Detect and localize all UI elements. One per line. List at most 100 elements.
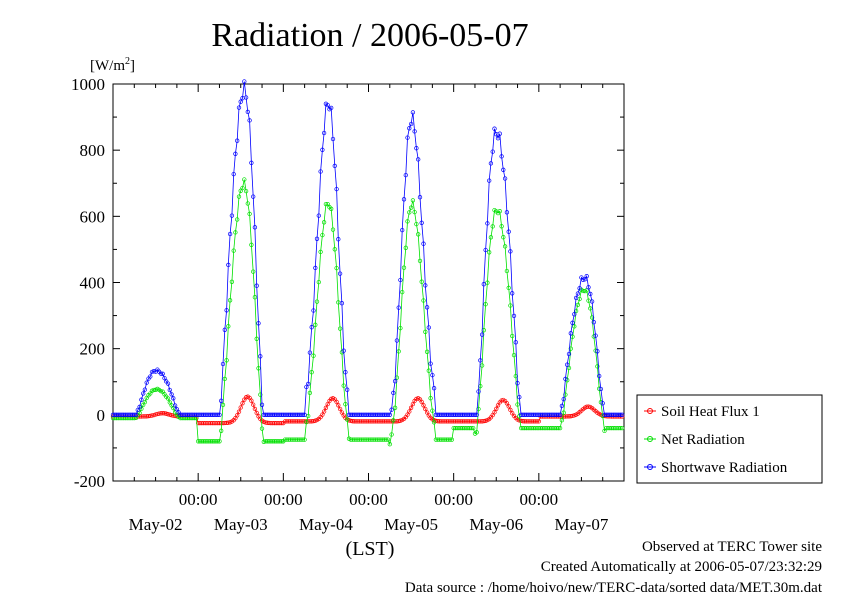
data-point (476, 406, 481, 412)
data-point (316, 279, 321, 285)
data-point (240, 185, 245, 191)
data-point (243, 95, 249, 100)
data-point (251, 269, 256, 274)
footer-observed: Observed at TERC Tower site (642, 539, 822, 555)
legend-label: Soil Heat Flux 1 (661, 404, 760, 420)
data-point (139, 397, 144, 402)
data-point (392, 379, 398, 384)
data-point (385, 412, 391, 417)
data-point (148, 374, 153, 379)
data-point (387, 442, 392, 447)
data-point (343, 370, 348, 375)
data-point (508, 303, 513, 308)
data-point (584, 274, 589, 279)
data-point (584, 288, 589, 293)
data-point (405, 135, 410, 140)
data-point (556, 425, 561, 431)
data-point (423, 406, 428, 412)
y-unit-base: [W/m (90, 58, 125, 74)
data-point (511, 352, 517, 358)
x-time-label: 00:00 (264, 490, 303, 509)
x-date-label: May-05 (384, 515, 438, 534)
data-point (485, 280, 490, 285)
data-point (405, 412, 410, 417)
data-point (559, 418, 565, 423)
data-point (487, 250, 492, 255)
data-point (566, 351, 572, 357)
data-point (447, 437, 453, 442)
data-point (423, 283, 428, 288)
data-point (151, 369, 156, 374)
data-point (337, 326, 343, 331)
data-point (561, 410, 566, 415)
data-point (572, 324, 577, 329)
data-point (492, 126, 497, 131)
data-point (591, 320, 596, 325)
data-point (557, 425, 563, 431)
legend-box (636, 394, 823, 484)
legend-label: Shortwave Radiation (661, 460, 788, 476)
data-point (311, 308, 316, 313)
data-point (481, 282, 486, 287)
data-point (247, 211, 252, 217)
legend-swatch-marker (647, 436, 653, 442)
data-point (231, 248, 236, 253)
data-point (414, 221, 419, 227)
data-point (336, 237, 341, 242)
data-point (162, 375, 167, 381)
x-date-label: May-03 (214, 515, 268, 534)
data-point (568, 346, 573, 351)
data-point (403, 245, 408, 250)
y-tick-label: 600 (80, 207, 106, 226)
data-point (323, 201, 329, 207)
data-point (135, 407, 140, 413)
data-point (449, 437, 455, 442)
data-point (256, 366, 261, 371)
data-point (314, 299, 320, 304)
data-point (249, 160, 254, 165)
data-point (158, 388, 164, 394)
data-point (306, 381, 311, 387)
data-point (403, 172, 408, 178)
data-point (565, 362, 570, 367)
data-point (478, 358, 483, 363)
data-point (566, 365, 572, 371)
data-point (339, 301, 345, 306)
data-point (229, 213, 235, 218)
data-point (419, 399, 424, 405)
data-point (249, 242, 254, 247)
y-tick-label: 1000 (71, 75, 105, 94)
data-point (320, 232, 325, 238)
data-point (242, 79, 247, 84)
data-point (345, 417, 350, 422)
data-point (165, 396, 171, 401)
data-point (224, 308, 229, 313)
data-point (217, 412, 222, 417)
data-point (339, 410, 345, 415)
data-point (302, 412, 307, 417)
data-point (160, 371, 165, 376)
data-point (311, 353, 316, 358)
data-point (321, 130, 327, 136)
data-point (304, 384, 309, 390)
data-point (556, 412, 561, 417)
data-point (410, 110, 416, 115)
data-point (236, 105, 242, 110)
data-point (506, 285, 511, 291)
data-point (337, 271, 343, 276)
data-point (497, 131, 502, 136)
data-point (504, 401, 510, 406)
data-point (142, 387, 148, 392)
data-point (408, 121, 414, 127)
data-point (321, 220, 327, 225)
data-point (226, 262, 231, 268)
data-point (220, 402, 226, 408)
data-point (508, 407, 513, 413)
data-point (502, 176, 508, 181)
data-point (424, 349, 430, 354)
data-point (144, 380, 149, 385)
data-point (586, 404, 591, 409)
data-point (421, 403, 426, 408)
data-point (426, 325, 431, 330)
